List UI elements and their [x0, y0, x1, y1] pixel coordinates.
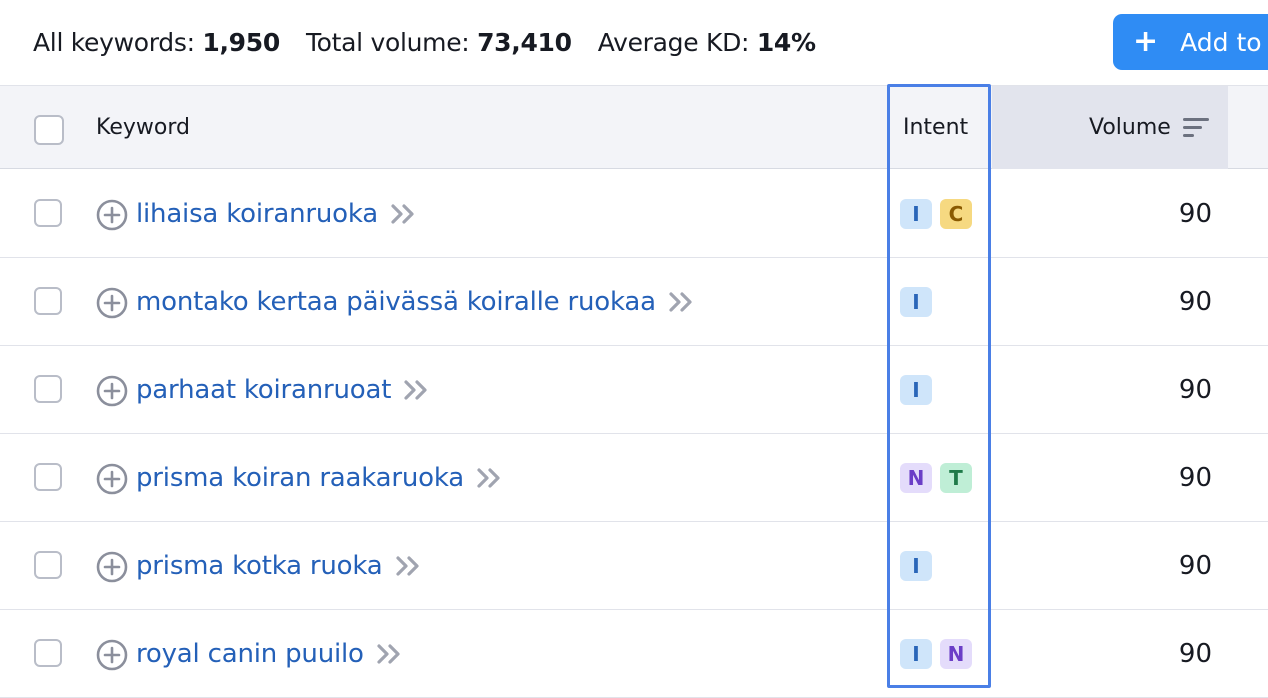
intent-badge-n[interactable]: N — [940, 639, 972, 669]
double-chevron-right-icon[interactable] — [390, 203, 416, 225]
intent-badge-i[interactable]: I — [900, 287, 932, 317]
keyword-cell: royal canin puuilo — [136, 610, 402, 698]
keyword-cell: montako kertaa päivässä koiralle ruokaa — [136, 258, 694, 346]
keyword-link[interactable]: royal canin puuilo — [136, 639, 364, 669]
table-row: lihaisa koiranruoka I C 90 — [0, 170, 1268, 258]
plus-circle-icon[interactable] — [96, 551, 128, 583]
plus-circle-icon[interactable] — [96, 639, 128, 671]
keyword-link[interactable]: prisma kotka ruoka — [136, 551, 383, 581]
add-button-label: Add to — [1180, 27, 1262, 57]
intent-badge-t[interactable]: T — [940, 463, 972, 493]
intent-cell: I — [900, 258, 940, 346]
table-row: parhaat koiranruoat I 90 — [0, 346, 1268, 434]
total-volume-stat: Total volume: 73,410 — [305, 27, 572, 57]
intent-badge-i[interactable]: I — [900, 199, 932, 229]
average-kd-stat: Average KD: 14% — [597, 27, 816, 57]
intent-badge-i[interactable]: I — [900, 375, 932, 405]
intent-cell: I — [900, 522, 940, 610]
keyword-link[interactable]: prisma koiran raakaruoka — [136, 463, 465, 493]
intent-badge-c[interactable]: C — [940, 199, 972, 229]
row-checkbox[interactable] — [34, 551, 62, 579]
row-checkbox[interactable] — [34, 287, 62, 315]
table-row: royal canin puuilo I N 90 — [0, 610, 1268, 698]
row-checkbox[interactable] — [34, 199, 62, 227]
table-header: Keyword Intent Volume — [0, 85, 1268, 169]
double-chevron-right-icon[interactable] — [395, 555, 421, 577]
keyword-cell: parhaat koiranruoat — [136, 346, 429, 434]
intent-badge-i[interactable]: I — [900, 551, 932, 581]
intent-badge-i[interactable]: I — [900, 639, 932, 669]
table-row: prisma kotka ruoka I 90 — [0, 522, 1268, 610]
double-chevron-right-icon[interactable] — [403, 379, 429, 401]
volume-column-header[interactable]: Volume — [1089, 115, 1171, 140]
row-checkbox[interactable] — [34, 639, 62, 667]
keyword-cell: prisma koiran raakaruoka — [136, 434, 502, 522]
row-checkbox[interactable] — [34, 463, 62, 491]
double-chevron-right-icon[interactable] — [476, 467, 502, 489]
plus-icon: + — [1133, 24, 1159, 59]
plus-circle-icon[interactable] — [96, 375, 128, 407]
plus-circle-icon[interactable] — [96, 287, 128, 319]
double-chevron-right-icon[interactable] — [376, 643, 402, 665]
table-row: montako kertaa päivässä koiralle ruokaa I… — [0, 258, 1268, 346]
plus-circle-icon[interactable] — [96, 463, 128, 495]
keyword-column-header[interactable]: Keyword — [96, 115, 190, 140]
sort-icon[interactable] — [1183, 118, 1209, 140]
intent-column-header[interactable]: Intent — [903, 115, 969, 140]
all-keywords-stat: All keywords: 1,950 — [33, 27, 280, 57]
intent-badge-n[interactable]: N — [900, 463, 932, 493]
keyword-cell: lihaisa koiranruoka — [136, 170, 416, 258]
plus-circle-icon[interactable] — [96, 199, 128, 231]
volume-value: 90 — [1178, 199, 1212, 229]
summary-bar: All keywords: 1,950 Total volume: 73,410… — [0, 0, 1268, 84]
select-all-checkbox[interactable] — [34, 115, 64, 145]
keyword-link[interactable]: montako kertaa päivässä koiralle ruokaa — [136, 287, 656, 317]
keyword-link[interactable]: parhaat koiranruoat — [136, 375, 392, 405]
volume-value: 90 — [1178, 375, 1212, 405]
add-to-list-button[interactable]: + Add to — [1113, 14, 1268, 70]
keyword-link[interactable]: lihaisa koiranruoka — [136, 199, 378, 229]
intent-cell: I — [900, 346, 940, 434]
volume-value: 90 — [1178, 551, 1212, 581]
volume-value: 90 — [1178, 639, 1212, 669]
keyword-cell: prisma kotka ruoka — [136, 522, 421, 610]
row-checkbox[interactable] — [34, 375, 62, 403]
double-chevron-right-icon[interactable] — [668, 291, 694, 313]
volume-value: 90 — [1178, 463, 1212, 493]
volume-value: 90 — [1178, 287, 1212, 317]
table-row: prisma koiran raakaruoka N T 90 — [0, 434, 1268, 522]
